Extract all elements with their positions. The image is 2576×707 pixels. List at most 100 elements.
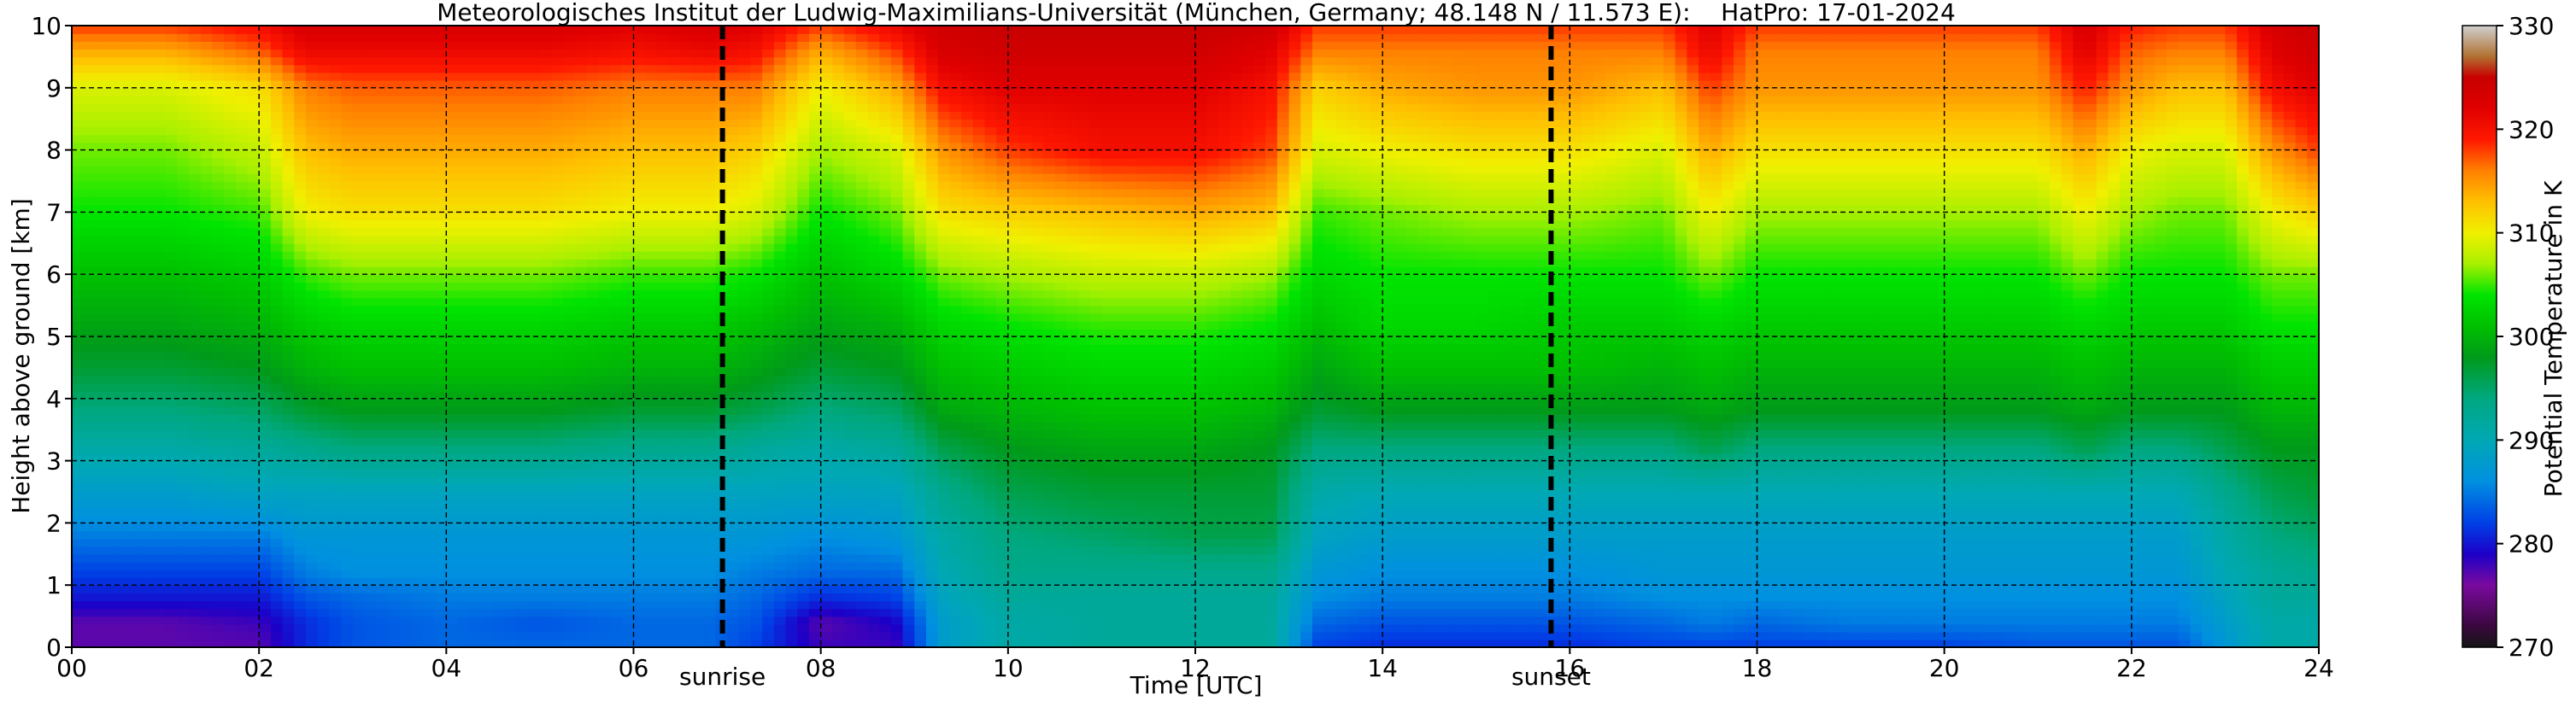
heatmap-cell <box>610 492 623 500</box>
heatmap-cell <box>656 437 670 447</box>
heatmap-cell <box>247 359 260 369</box>
heatmap-cell <box>539 165 553 174</box>
heatmap-cell <box>773 593 787 602</box>
heatmap-cell <box>504 530 518 540</box>
heatmap-cell <box>352 95 366 104</box>
heatmap-cell <box>153 49 167 58</box>
heatmap-cell <box>680 196 693 206</box>
heatmap-cell <box>645 623 658 633</box>
heatmap-cell <box>235 515 249 524</box>
heatmap-cell <box>270 523 284 532</box>
heatmap-cell <box>703 429 717 439</box>
heatmap-cell <box>633 219 646 229</box>
heatmap-cell <box>469 585 483 594</box>
heatmap-cell <box>411 577 424 586</box>
heatmap-cell <box>785 523 799 532</box>
heatmap-cell <box>212 375 225 384</box>
heatmap-cell <box>341 398 354 407</box>
heatmap-cell <box>656 398 670 407</box>
heatmap-cell <box>352 242 366 252</box>
heatmap-cell <box>493 328 506 337</box>
heatmap-cell <box>212 367 225 377</box>
heatmap-cell <box>539 546 553 555</box>
heatmap-cell <box>610 274 623 283</box>
heatmap-cell <box>493 507 506 517</box>
heatmap-cell <box>481 196 494 206</box>
heatmap-cell <box>610 437 623 447</box>
heatmap-cell <box>633 87 646 96</box>
heatmap-cell <box>200 483 214 493</box>
heatmap-cell <box>762 406 775 415</box>
heatmap-cell <box>130 235 143 244</box>
heatmap-cell <box>727 538 740 547</box>
heatmap-cell <box>668 437 682 447</box>
heatmap-cell <box>130 119 143 128</box>
heatmap-cell <box>575 172 588 182</box>
heatmap-cell <box>235 189 249 197</box>
heatmap-cell <box>387 49 401 58</box>
heatmap-cell <box>434 422 448 430</box>
heatmap-cell <box>668 616 682 625</box>
heatmap-cell <box>341 64 354 73</box>
heatmap-cell <box>516 593 530 602</box>
heatmap-cell <box>259 242 272 252</box>
heatmap-cell <box>72 507 85 517</box>
heatmap-cell <box>469 631 483 640</box>
heatmap-cell <box>387 507 401 517</box>
heatmap-cell <box>153 359 167 369</box>
heatmap-cell <box>715 41 728 50</box>
heatmap-cell <box>188 616 202 625</box>
heatmap-cell <box>516 367 530 377</box>
heatmap-cell <box>259 95 272 104</box>
heatmap-cell <box>317 204 331 213</box>
heatmap-cell <box>434 189 448 197</box>
heatmap-cell <box>563 41 576 50</box>
heatmap-cell <box>446 507 459 517</box>
heatmap-cell <box>434 367 448 377</box>
heatmap-cell <box>341 460 354 470</box>
heatmap-cell <box>352 631 366 640</box>
heatmap-cell <box>341 414 354 423</box>
heatmap-cell <box>200 437 214 447</box>
heatmap-cell <box>118 507 132 517</box>
heatmap-cell <box>142 142 155 151</box>
heatmap-cell <box>598 165 611 174</box>
heatmap-cell <box>539 157 553 167</box>
heatmap-cell <box>563 103 576 112</box>
heatmap-cell <box>785 49 799 58</box>
heatmap-cell <box>750 305 763 314</box>
heatmap-cell <box>329 196 342 206</box>
heatmap-cell <box>153 72 167 81</box>
heatmap-cell <box>469 492 483 500</box>
heatmap-cell <box>130 344 143 353</box>
heatmap-cell <box>645 266 658 275</box>
heatmap-cell <box>259 320 272 330</box>
heatmap-cell <box>376 344 389 353</box>
heatmap-cell <box>469 242 483 252</box>
heatmap-cell <box>539 500 553 508</box>
heatmap-cell <box>387 87 401 96</box>
heatmap-cell <box>118 483 132 493</box>
heatmap-cell <box>376 274 389 283</box>
heatmap-cell <box>727 149 740 159</box>
heatmap-cell <box>668 204 682 213</box>
heatmap-cell <box>270 390 284 400</box>
heatmap-cell <box>188 483 202 493</box>
heatmap-cell <box>785 445 799 454</box>
heatmap-cell <box>270 196 284 206</box>
heatmap-cell <box>773 172 787 182</box>
heatmap-cell <box>715 242 728 252</box>
heatmap-cell <box>399 483 413 493</box>
heatmap-cell <box>493 79 506 89</box>
heatmap-cell <box>399 250 413 260</box>
heatmap-cell <box>703 103 717 112</box>
heatmap-cell <box>235 181 249 190</box>
heatmap-cell <box>72 406 85 415</box>
heatmap-cell <box>153 422 167 430</box>
heatmap-cell <box>621 375 635 384</box>
heatmap-cell <box>691 289 705 299</box>
heatmap-cell <box>341 352 354 361</box>
heatmap-cell <box>376 282 389 291</box>
heatmap-cell <box>72 561 85 570</box>
heatmap-cell <box>481 406 494 415</box>
